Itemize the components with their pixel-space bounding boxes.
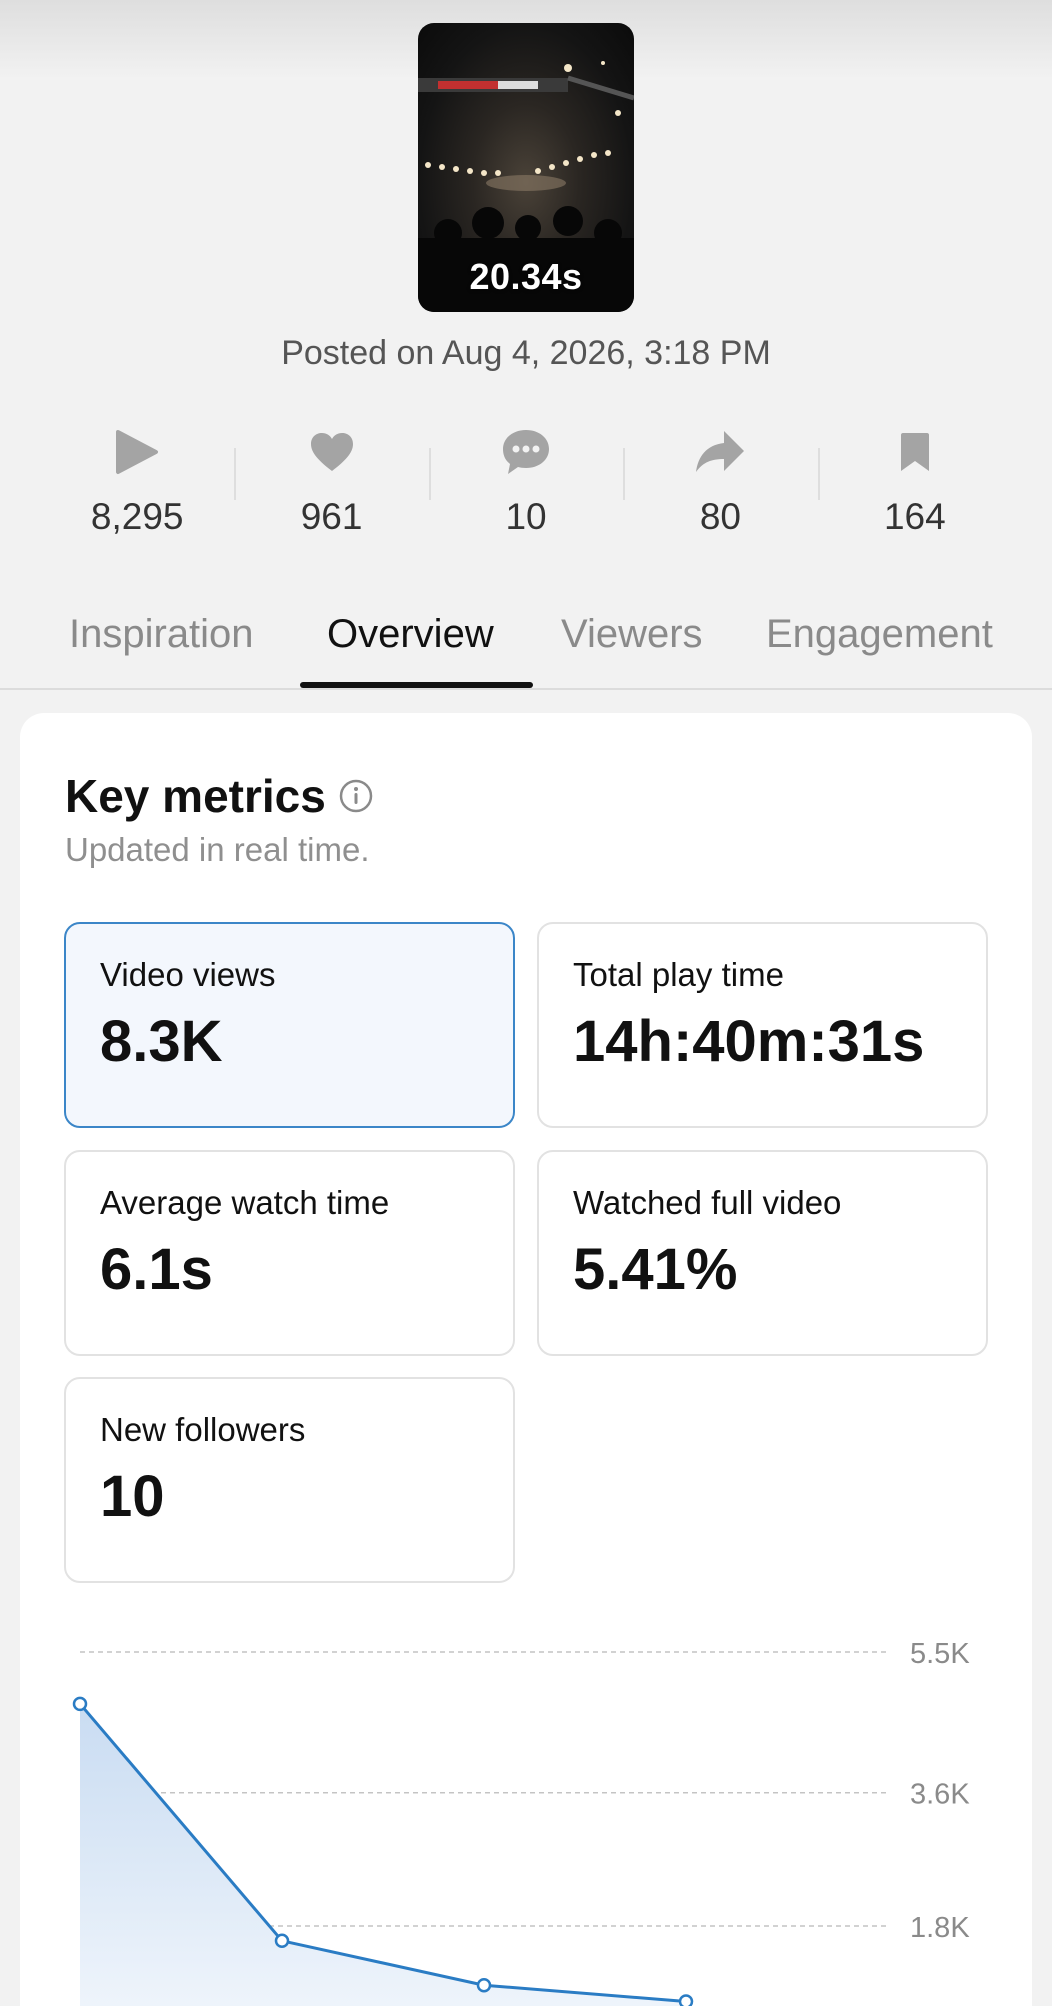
metric-label: Average watch time bbox=[100, 1184, 390, 1221]
tab-engagement[interactable]: Engagement bbox=[766, 612, 993, 656]
stat-shares-value: 80 bbox=[699, 496, 741, 537]
key-metrics-title: Key metrics bbox=[65, 770, 326, 822]
analytics-tabs: Inspiration Overview Viewers Engagement bbox=[0, 598, 1052, 690]
video-thumbnail[interactable]: 20.34s bbox=[418, 23, 634, 312]
metric-watched-full-video[interactable]: Watched full video 5.41% bbox=[537, 1150, 988, 1356]
tab-inspiration[interactable]: Inspiration bbox=[69, 612, 254, 656]
metric-video-views[interactable]: Video views 8.3K bbox=[64, 922, 515, 1128]
chart-data-point[interactable] bbox=[678, 1994, 694, 2006]
key-metrics-card: Key metrics Updated in real time. Video … bbox=[20, 713, 1032, 2006]
stat-plays: 8,295 bbox=[40, 420, 234, 550]
metric-label: Video views bbox=[100, 956, 276, 993]
metric-total-play-time[interactable]: Total play time 14h:40m:31s bbox=[537, 922, 988, 1128]
y-tick-label: 1.8K bbox=[910, 1912, 970, 1944]
chart-data-point[interactable] bbox=[476, 1977, 492, 1993]
metric-value: 5.41% bbox=[573, 1237, 738, 1302]
engagement-stats: 8,295 961 10 80 164 bbox=[40, 420, 1012, 550]
chart-series-line bbox=[78, 1702, 687, 2004]
metric-new-followers[interactable]: New followers 10 bbox=[64, 1377, 515, 1583]
tab-overview[interactable]: Overview bbox=[327, 612, 494, 656]
posted-date: Posted on Aug 4, 2026, 3:18 PM bbox=[281, 334, 771, 372]
chart-data-point[interactable] bbox=[274, 1933, 290, 1949]
chart-data-point[interactable] bbox=[72, 1696, 88, 1712]
metric-label: Watched full video bbox=[573, 1184, 842, 1221]
key-metrics-heading: Key metrics bbox=[65, 769, 374, 823]
stat-saves-value: 164 bbox=[883, 496, 946, 537]
stat-likes-value: 961 bbox=[300, 496, 363, 537]
stat-saves: 164 bbox=[817, 420, 1012, 550]
metric-value: 8.3K bbox=[100, 1009, 223, 1074]
y-tick-label: 5.5K bbox=[910, 1638, 970, 1670]
metric-value: 6.1s bbox=[100, 1237, 213, 1302]
chart-area-fill bbox=[80, 1703, 686, 2006]
stat-comments-value: 10 bbox=[505, 496, 547, 537]
y-tick-label: 3.6K bbox=[910, 1779, 970, 1811]
key-metrics-subtitle: Updated in real time. bbox=[65, 831, 370, 868]
play-icon bbox=[114, 420, 160, 484]
thumbnail-scene bbox=[418, 61, 634, 312]
metric-label: Total play time bbox=[573, 956, 784, 993]
video-duration: 20.34s bbox=[469, 256, 583, 297]
metric-average-watch-time[interactable]: Average watch time 6.1s bbox=[64, 1150, 515, 1356]
metric-label: New followers bbox=[100, 1411, 306, 1448]
info-icon[interactable] bbox=[338, 778, 374, 814]
views-chart-svg: 5.5K 3.6K 1.8K bbox=[72, 1638, 970, 2006]
heart-icon bbox=[309, 420, 355, 484]
stat-likes: 961 bbox=[234, 420, 428, 550]
stat-shares: 80 bbox=[623, 420, 817, 550]
views-chart: 5.5K 3.6K 1.8K bbox=[0, 1590, 1052, 2006]
metric-value: 10 bbox=[100, 1464, 165, 1529]
active-tab-indicator bbox=[300, 682, 533, 688]
share-icon bbox=[694, 420, 746, 484]
stat-plays-value: 8,295 bbox=[90, 496, 184, 537]
stat-comments: 10 bbox=[428, 420, 623, 550]
metric-value: 14h:40m:31s bbox=[573, 1009, 925, 1074]
tab-viewers[interactable]: Viewers bbox=[561, 612, 703, 656]
bookmark-icon bbox=[898, 420, 932, 484]
comment-icon bbox=[500, 420, 552, 484]
